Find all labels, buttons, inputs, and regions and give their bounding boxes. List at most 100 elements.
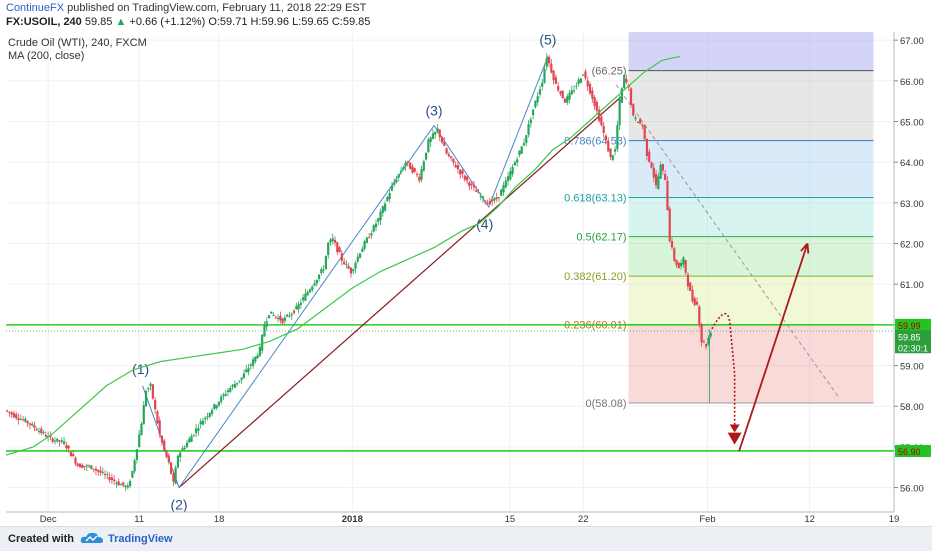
candle-body	[128, 481, 132, 486]
down-arrow-icon	[729, 424, 740, 433]
arrow-head-icon	[800, 242, 810, 254]
candle-body	[103, 474, 107, 476]
candle-body	[290, 313, 293, 316]
candle-body	[461, 170, 464, 174]
candle-body	[670, 240, 674, 248]
candle-body	[249, 364, 252, 366]
fib-label: 0(58.08)	[586, 398, 627, 410]
candle-body	[495, 197, 498, 200]
candle-body	[311, 286, 314, 290]
candle-body	[83, 466, 86, 468]
fib-label: 0.786(64.53)	[564, 136, 626, 148]
candle-body	[516, 159, 519, 163]
ma-200-line[interactable]	[5, 55, 681, 456]
candle-body	[106, 474, 109, 476]
y-tick-label: 64.00	[900, 158, 924, 169]
candle-body	[101, 471, 104, 473]
candle-body	[76, 463, 79, 466]
candle-body	[288, 315, 291, 317]
y-tick-label: 65.00	[900, 117, 924, 128]
candle-body	[163, 440, 166, 451]
candle-body	[397, 174, 400, 178]
candle-body	[513, 162, 516, 166]
candle-body	[618, 99, 621, 126]
candle-body	[320, 269, 323, 274]
candle-body	[700, 324, 703, 343]
price-badge	[895, 341, 931, 354]
candle-body	[386, 197, 389, 202]
candle-body	[210, 410, 214, 414]
candle-body	[313, 283, 316, 286]
candle-body	[37, 431, 41, 433]
price-badge-label: 59.99	[898, 321, 921, 331]
candle-body	[154, 399, 157, 410]
candle-body	[702, 341, 705, 343]
candle-body	[197, 428, 200, 431]
dotted-projection-path[interactable]	[711, 312, 736, 431]
trendline[interactable]	[178, 96, 622, 489]
candle-body	[124, 485, 127, 488]
candle-body	[74, 457, 77, 464]
candle-body	[324, 255, 328, 270]
candle-body	[657, 176, 660, 189]
candle-body	[434, 131, 437, 135]
price-chart[interactable]: (66.25) 0.786(64.53) 0.618(63.13) 0.5(62.17…	[0, 32, 932, 524]
candle-body	[156, 411, 159, 424]
candle-body	[431, 133, 435, 139]
candle-body	[183, 447, 186, 450]
candle-body	[402, 167, 405, 170]
y-tick-label: 62.00	[900, 240, 924, 251]
candle-body	[286, 314, 289, 317]
candle-body	[409, 162, 412, 170]
candle-body	[349, 267, 353, 274]
candle-body	[486, 203, 489, 205]
candle-body	[623, 75, 626, 88]
candle-body	[443, 141, 446, 146]
candle-body	[12, 413, 16, 418]
x-tick-label: 2018	[342, 514, 363, 524]
publisher-link[interactable]: ContinueFX	[6, 2, 65, 14]
candle-body	[648, 151, 651, 162]
x-tick-label: 12	[804, 514, 815, 524]
candle-body	[265, 321, 268, 327]
candle-body	[126, 485, 129, 488]
candle-body	[370, 233, 373, 236]
candle-body	[593, 97, 596, 107]
candle-body	[661, 163, 664, 171]
candle-body	[545, 57, 548, 67]
y-tick-label: 61.00	[900, 280, 924, 291]
candle-body	[456, 165, 460, 170]
candle-body	[363, 241, 366, 249]
candle-body	[689, 282, 692, 291]
candle-body	[659, 164, 662, 179]
candle-body	[21, 419, 25, 421]
candle-body	[208, 412, 211, 417]
candle-body	[69, 451, 72, 457]
candle-body	[315, 279, 318, 284]
candle-body	[465, 176, 469, 181]
price-badge-label: 59.85	[898, 332, 921, 342]
candle-body	[579, 78, 583, 83]
candle-body	[479, 196, 482, 198]
candle-body	[245, 369, 248, 373]
candle-body	[559, 91, 562, 94]
fib-band	[628, 236, 874, 277]
candle-body	[504, 180, 507, 188]
candle-body	[616, 125, 619, 150]
candle-body	[506, 176, 510, 182]
bullish-projection-arrow[interactable]	[738, 243, 809, 452]
tradingview-brand[interactable]: TradingView	[108, 533, 173, 545]
candle-body	[172, 473, 175, 482]
candle-body	[673, 248, 676, 261]
y-tick-label: 67.00	[900, 36, 924, 47]
fib-label: 0.5(62.17)	[576, 232, 626, 244]
dashed-projection-line[interactable]	[615, 84, 840, 399]
candle-body	[99, 470, 102, 473]
candle-body	[308, 289, 312, 293]
candle-body	[336, 242, 339, 253]
y-axis-panel	[894, 32, 932, 524]
x-tick-label: 15	[505, 514, 516, 524]
candle-body	[675, 259, 678, 265]
candle-body	[452, 158, 455, 163]
candle-body	[602, 125, 605, 134]
